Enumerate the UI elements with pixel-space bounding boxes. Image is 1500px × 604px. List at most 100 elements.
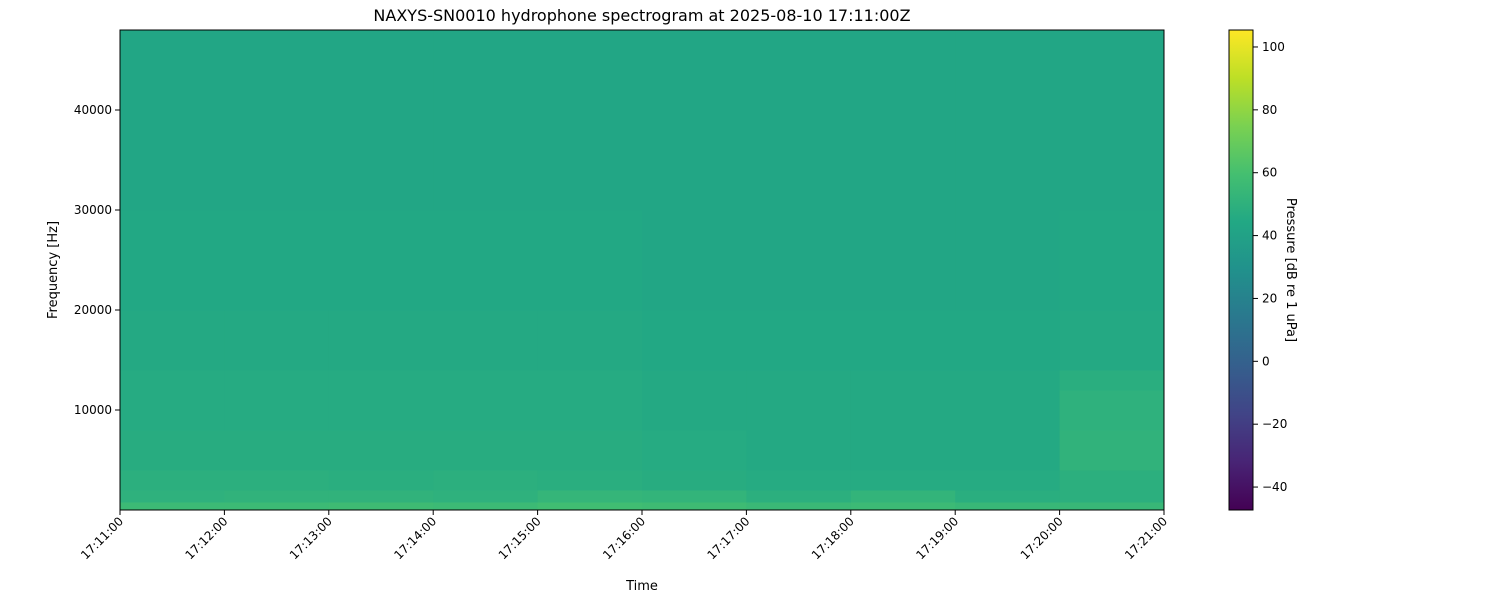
heatmap-cell xyxy=(642,210,747,311)
heatmap-cell xyxy=(642,490,747,503)
heatmap-cell xyxy=(537,370,643,391)
x-tick-label: 17:19:00 xyxy=(913,514,961,562)
x-tick-label: 17:15:00 xyxy=(496,514,544,562)
heatmap-cell xyxy=(224,502,330,511)
x-tick-label: 17:20:00 xyxy=(1018,514,1066,562)
heatmap-cell xyxy=(850,430,956,471)
heatmap-cell xyxy=(642,30,747,111)
colorbar-label: Pressure [dB re 1 uPa] xyxy=(1283,198,1298,342)
heatmap-cell xyxy=(120,30,225,111)
x-tick-label: 17:13:00 xyxy=(287,514,335,562)
colorbar-tick-label: 20 xyxy=(1262,291,1277,305)
heatmap-cell xyxy=(224,310,330,371)
heatmap-cell xyxy=(120,470,225,491)
heatmap-cell xyxy=(850,210,956,311)
heatmap-cell xyxy=(433,470,539,491)
heatmap-cell xyxy=(955,502,1061,511)
heatmap-cell xyxy=(224,390,330,431)
heatmap-cell xyxy=(746,30,852,111)
y-tick-label: 30000 xyxy=(74,203,112,217)
heatmap-cell xyxy=(537,490,643,503)
heatmap-cell xyxy=(433,370,539,391)
y-axis-label: Frequency [Hz] xyxy=(46,221,61,319)
heatmap-cell xyxy=(642,470,747,491)
heatmap-cell xyxy=(746,310,852,371)
x-tick-label: 17:12:00 xyxy=(183,514,231,562)
heatmap-cell xyxy=(537,210,643,311)
colorbar-tick-label: 40 xyxy=(1262,229,1277,243)
heatmap-cell xyxy=(642,310,747,371)
heatmap-cell xyxy=(850,502,956,511)
heatmap-cell xyxy=(224,210,330,311)
heatmap-cell xyxy=(850,470,956,491)
heatmap-cell xyxy=(642,110,747,211)
y-tick-label: 20000 xyxy=(74,303,112,317)
heatmap-cell xyxy=(120,502,225,511)
heatmap-cell xyxy=(955,490,1061,503)
heatmap-cell xyxy=(537,470,643,491)
y-tick-label: 40000 xyxy=(74,103,112,117)
heatmap-cell xyxy=(746,470,852,491)
heatmap-cell xyxy=(328,30,434,111)
heatmap-cell xyxy=(955,390,1061,431)
heatmap-cell xyxy=(328,430,434,471)
heatmap-cell xyxy=(955,430,1061,471)
x-tick-label: 17:11:00 xyxy=(78,514,126,562)
heatmap-cell xyxy=(328,470,434,491)
heatmap-cell xyxy=(120,490,225,503)
y-axis: 10000 20000 30000 40000 xyxy=(74,103,120,417)
heatmap-cell xyxy=(1059,370,1165,391)
heatmap-cell xyxy=(328,110,434,211)
heatmap-cell xyxy=(433,502,539,511)
heatmap-cell xyxy=(433,490,539,503)
heatmap-cell xyxy=(224,470,330,491)
heatmap-cell xyxy=(1059,210,1165,311)
heatmap-cell xyxy=(955,310,1061,371)
heatmap-cell xyxy=(746,502,852,511)
heatmap-cell xyxy=(746,370,852,391)
heatmap-cell xyxy=(120,390,225,431)
heatmap-cell xyxy=(642,430,747,471)
heatmap-cell xyxy=(433,110,539,211)
heatmap-cell xyxy=(224,430,330,471)
heatmap-cell xyxy=(433,210,539,311)
heatmap-cell xyxy=(328,310,434,371)
heatmap-cell xyxy=(1059,470,1165,491)
heatmap-cell xyxy=(537,310,643,371)
heatmap-cell xyxy=(850,390,956,431)
heatmap-cell xyxy=(1059,490,1165,503)
heatmap-cell xyxy=(850,490,956,503)
x-tick-label: 17:14:00 xyxy=(391,514,439,562)
colorbar-tick-label: −40 xyxy=(1262,480,1287,494)
heatmap-cell xyxy=(746,110,852,211)
x-axis-label: Time xyxy=(625,579,658,594)
heatmap-cell xyxy=(1059,310,1165,371)
heatmap-cell xyxy=(537,110,643,211)
heatmap-cell xyxy=(955,110,1061,211)
heatmap-cell xyxy=(955,30,1061,111)
heatmap-cell xyxy=(537,390,643,431)
heatmap-cell xyxy=(328,210,434,311)
heatmap-cell xyxy=(746,210,852,311)
heatmap-cell xyxy=(328,390,434,431)
colorbar-tick-label: 80 xyxy=(1262,103,1277,117)
heatmap-cell xyxy=(955,470,1061,491)
x-axis: 17:11:00 17:12:00 17:13:00 17:14:00 17:15:00… xyxy=(78,510,1170,562)
heatmap-cell xyxy=(955,210,1061,311)
heatmap-cell xyxy=(224,370,330,391)
chart-title: NAXYS-SN0010 hydrophone spectrogram at 2… xyxy=(373,6,910,25)
heatmap-cell xyxy=(537,430,643,471)
x-tick-label: 17:18:00 xyxy=(809,514,857,562)
heatmap-cell xyxy=(1059,30,1165,111)
heatmap-cell xyxy=(850,30,956,111)
heatmap-cell xyxy=(850,110,956,211)
heatmap-cell xyxy=(433,430,539,471)
colorbar xyxy=(1228,29,1254,511)
colorbar-tick-label: −20 xyxy=(1262,417,1287,431)
heatmap-cell xyxy=(120,430,225,471)
colorbar-axis: −40 −20 0 20 40 60 80 100 xyxy=(1253,40,1287,494)
y-tick-label: 10000 xyxy=(74,403,112,417)
colorbar-tick-label: 0 xyxy=(1262,354,1270,368)
heatmap-cell xyxy=(224,490,330,503)
